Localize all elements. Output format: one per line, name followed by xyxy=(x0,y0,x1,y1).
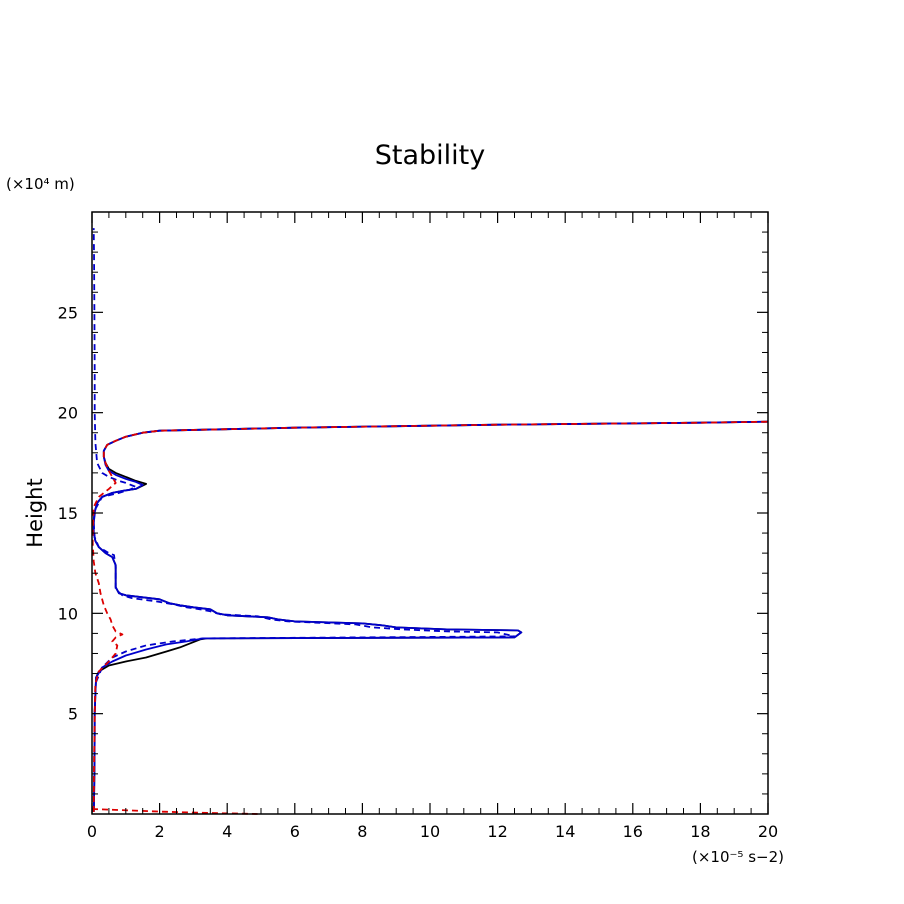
y-tick-label: 15 xyxy=(58,504,78,523)
chart-title: Stability xyxy=(375,140,486,171)
x-tick-label: 2 xyxy=(155,822,165,841)
y-axis-label: Height xyxy=(23,478,47,547)
y-tick-label: 5 xyxy=(68,705,78,724)
x-tick-label: 18 xyxy=(690,822,710,841)
x-tick-label: 0 xyxy=(87,822,97,841)
x-axis-unit-label: (×10⁻⁵ s−2) xyxy=(692,848,784,866)
x-tick-label: 14 xyxy=(555,822,575,841)
y-tick-label: 10 xyxy=(58,604,78,623)
x-tick-label: 4 xyxy=(222,822,232,841)
x-tick-label: 10 xyxy=(420,822,440,841)
x-tick-label: 6 xyxy=(290,822,300,841)
series-line-4 xyxy=(91,420,769,813)
x-tick-label: 8 xyxy=(357,822,367,841)
tick-layer: 0 2 4 6 8 10 12 14 16 18 20 5 10 15 20 25 xyxy=(58,212,778,841)
x-tick-label: 16 xyxy=(623,822,643,841)
x-tick-label: 20 xyxy=(758,822,778,841)
y-tick-label: 20 xyxy=(58,404,78,423)
series-line-3 xyxy=(92,228,516,813)
x-tick-label: 12 xyxy=(487,822,507,841)
plot-frame xyxy=(91,211,769,815)
y-axis-unit-label: (×10⁴ m) xyxy=(6,175,75,193)
y-tick-label: 25 xyxy=(58,303,78,322)
